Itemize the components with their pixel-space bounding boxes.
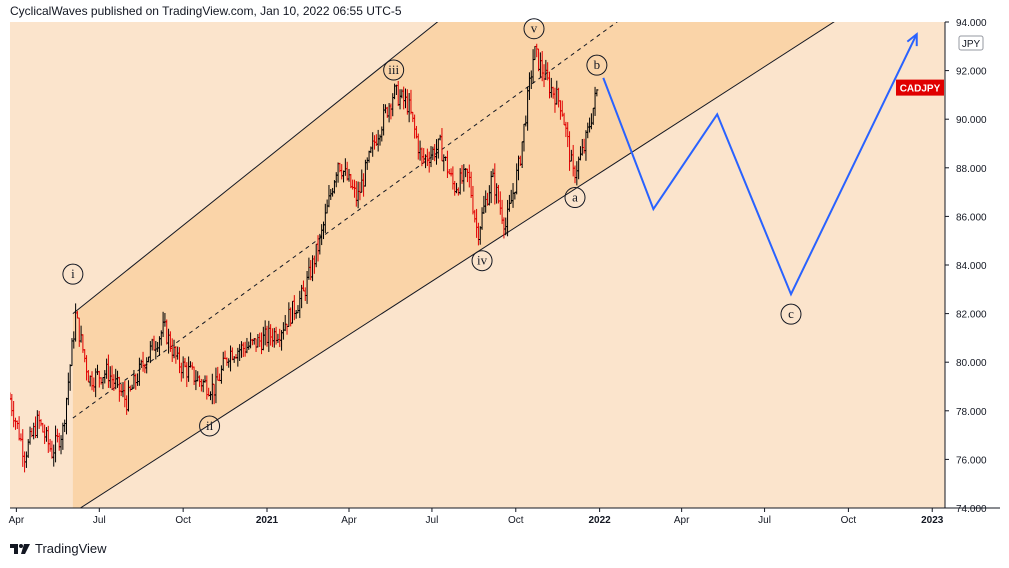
wave-label-text: v: [531, 21, 538, 36]
time-tick-label: 2021: [256, 515, 279, 526]
price-tick-label: 94.000: [956, 18, 987, 29]
price-tick-label: 90.000: [956, 115, 987, 126]
symbol-badge-text: CADJPY: [900, 84, 941, 95]
time-tick-label: Jul: [93, 515, 106, 526]
wave-label-circle: [564, 187, 586, 209]
footer-brand: TradingView: [35, 541, 107, 556]
price-tick-label: 78.000: [956, 407, 987, 418]
wave-label: iv: [471, 250, 493, 272]
price-bar: [595, 89, 599, 97]
wave-label-circle: [780, 303, 802, 325]
time-tick-label: Oct: [841, 515, 857, 526]
currency-label: JPY: [958, 35, 984, 51]
price-tick-label: 88.000: [956, 164, 987, 175]
wave-label: b: [586, 54, 608, 76]
wave-label-circle: [471, 250, 493, 272]
wave-label: a: [564, 187, 586, 209]
wave-label-text: iii: [388, 62, 399, 77]
price-axis[interactable]: 94.000 92.000 90.000 88.000 86.000 84.000 82.0…: [896, 18, 987, 515]
time-tick-label: Jul: [426, 515, 439, 526]
wave-label-circle: [586, 54, 608, 76]
price-tick-label: 74.000: [956, 504, 987, 515]
projection-line: [602, 33, 918, 297]
time-tick-label: 2022: [588, 515, 611, 526]
wave-label-circle: [523, 18, 545, 40]
projection-arrowhead: [906, 32, 918, 47]
channel-lower-line: [79, 22, 835, 508]
channel-upper-line: [72, 22, 439, 314]
currency-label-text: JPY: [962, 39, 981, 50]
price-tick-label: 84.000: [956, 261, 987, 272]
wave-label-text: ii: [206, 418, 214, 433]
price-bars: [10, 43, 599, 473]
currency-label-box: [958, 35, 984, 51]
wave-label-circle: [62, 263, 84, 285]
price-tick-label: 80.000: [956, 358, 987, 369]
wave-label: ii: [199, 415, 221, 437]
time-tick-label: 2023: [921, 515, 944, 526]
wave-label: iii: [383, 59, 405, 81]
channel-fill: [72, 22, 834, 508]
time-tick-label: Jul: [758, 515, 771, 526]
tradingview-logo-icon: [10, 543, 30, 554]
time-axis[interactable]: Apr Jul Oct 2021 Apr Jul Oct 2022 Apr Jul Oct 2023: [9, 508, 944, 526]
wave-label-text: b: [594, 57, 601, 72]
wave-label-circle: [199, 415, 221, 437]
price-tick-label: 82.000: [956, 310, 987, 321]
wave-label: i: [62, 263, 84, 285]
wave-label-text: a: [572, 190, 578, 205]
wave-label-circle: [383, 59, 405, 81]
wave-label-text: iv: [477, 253, 488, 268]
time-tick-label: Apr: [9, 515, 25, 526]
time-tick-label: Oct: [508, 515, 524, 526]
wave-label: v: [523, 18, 545, 40]
wave-label: c: [780, 303, 802, 325]
price-tick-label: 86.000: [956, 212, 987, 223]
time-tick-label: Apr: [674, 515, 690, 526]
price-tick-label: 92.000: [956, 67, 987, 78]
symbol-badge[interactable]: CADJPY: [896, 79, 944, 96]
time-tick-label: Oct: [175, 515, 191, 526]
wave-label-text: c: [788, 306, 794, 321]
symbol-badge-box: [896, 79, 944, 96]
time-tick-label: Apr: [341, 515, 357, 526]
footer: TradingView: [10, 541, 107, 556]
wave-label-text: i: [71, 266, 75, 281]
price-tick-label: 76.000: [956, 455, 987, 466]
publisher-header: CyclicalWaves published on TradingView.c…: [10, 4, 402, 18]
